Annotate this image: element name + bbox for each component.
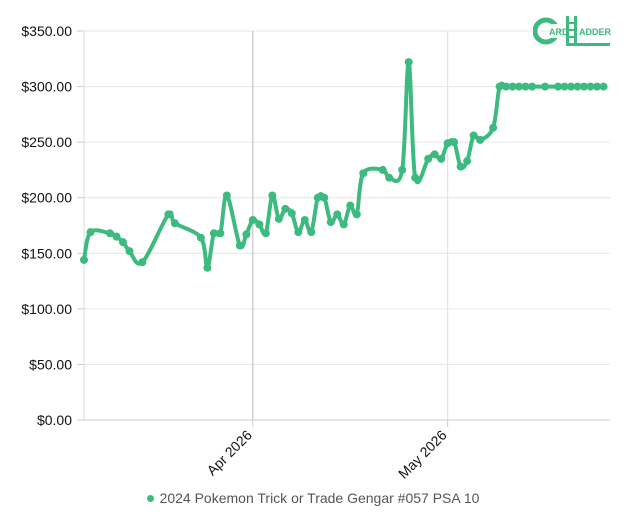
data-point[interactable] (515, 82, 524, 91)
data-point[interactable] (138, 258, 147, 267)
data-point[interactable] (508, 82, 517, 91)
data-point[interactable] (404, 58, 413, 67)
y-tick-label: $100.00 (21, 301, 72, 317)
data-point[interactable] (274, 214, 283, 223)
data-point[interactable] (112, 232, 121, 241)
data-point[interactable] (599, 82, 608, 91)
data-point[interactable] (261, 229, 270, 238)
data-point[interactable] (235, 241, 244, 250)
data-point[interactable] (385, 173, 394, 182)
y-tick-label: $300.00 (21, 79, 72, 95)
data-point[interactable] (294, 228, 303, 237)
y-tick-label: $350.00 (21, 23, 72, 39)
logo-text-adder: ADDER (579, 27, 612, 37)
data-points (80, 58, 608, 272)
data-point[interactable] (320, 193, 329, 202)
data-point[interactable] (313, 193, 322, 202)
data-point[interactable] (528, 82, 537, 91)
data-point[interactable] (80, 255, 88, 264)
y-tick-label: $250.00 (21, 134, 72, 150)
y-tick-label: $150.00 (21, 245, 72, 261)
y-tick-label: $200.00 (21, 190, 72, 206)
data-point[interactable] (203, 263, 212, 272)
data-point[interactable] (502, 82, 511, 91)
data-point[interactable] (86, 228, 95, 237)
data-point[interactable] (541, 82, 550, 91)
data-point[interactable] (255, 220, 264, 229)
data-point[interactable] (554, 82, 563, 91)
data-point[interactable] (378, 165, 387, 174)
data-point[interactable] (359, 169, 368, 178)
data-point[interactable] (222, 191, 231, 200)
data-point[interactable] (248, 215, 257, 224)
data-point[interactable] (398, 165, 407, 174)
cardladder-logo-icon: ARD ADDER (532, 16, 612, 46)
data-point[interactable] (300, 215, 309, 224)
x-tick-label: May 2026 (395, 427, 450, 482)
data-point[interactable] (580, 82, 589, 91)
data-point[interactable] (450, 138, 459, 147)
data-point[interactable] (463, 157, 472, 166)
y-tick-label: $0.00 (37, 412, 72, 428)
data-point[interactable] (339, 220, 348, 229)
legend-marker-icon (146, 494, 154, 502)
data-point[interactable] (170, 219, 179, 228)
data-point[interactable] (469, 131, 478, 140)
chart-legend[interactable]: 2024 Pokemon Trick or Trade Gengar #057 … (0, 490, 626, 506)
data-point[interactable] (209, 229, 218, 238)
data-point[interactable] (333, 210, 342, 219)
data-point[interactable] (456, 162, 465, 171)
data-point[interactable] (216, 229, 225, 238)
data-point[interactable] (268, 191, 277, 200)
chart-grid (84, 30, 610, 421)
data-point[interactable] (489, 123, 498, 132)
logo-text-ard: ARD (549, 27, 569, 37)
data-point[interactable] (411, 173, 420, 182)
cardladder-logo: ARD ADDER (532, 14, 613, 48)
data-point[interactable] (118, 238, 127, 247)
data-point[interactable] (443, 139, 452, 148)
y-tick-label: $50.00 (29, 356, 72, 372)
data-point[interactable] (593, 82, 602, 91)
chart-axes (83, 31, 610, 421)
data-point[interactable] (307, 228, 316, 237)
data-point[interactable] (196, 233, 205, 242)
price-line (82, 60, 606, 270)
data-point[interactable] (352, 210, 361, 219)
data-point[interactable] (281, 204, 290, 213)
data-point[interactable] (105, 229, 114, 238)
data-point[interactable] (424, 154, 433, 163)
data-point[interactable] (560, 82, 569, 91)
y-axis-ticks: $0.00 $50.00 $100.00 $150.00 $200.00 $250.00 $… (21, 23, 84, 428)
data-point[interactable] (573, 82, 582, 91)
data-point[interactable] (476, 135, 485, 144)
data-point[interactable] (430, 150, 439, 159)
data-point[interactable] (567, 82, 576, 91)
data-point[interactable] (287, 209, 296, 218)
legend-label: 2024 Pokemon Trick or Trade Gengar #057 … (159, 490, 480, 506)
data-point[interactable] (326, 218, 335, 227)
data-point[interactable] (521, 82, 530, 91)
x-tick-label: Apr 2026 (203, 427, 255, 479)
data-point[interactable] (437, 154, 446, 163)
data-point[interactable] (495, 82, 504, 91)
data-point[interactable] (125, 247, 134, 256)
x-axis-ticks: Apr 2026 May 2026 (203, 420, 450, 482)
data-point[interactable] (164, 210, 173, 219)
data-point[interactable] (586, 82, 595, 91)
data-point[interactable] (242, 230, 251, 239)
data-point[interactable] (346, 201, 355, 210)
